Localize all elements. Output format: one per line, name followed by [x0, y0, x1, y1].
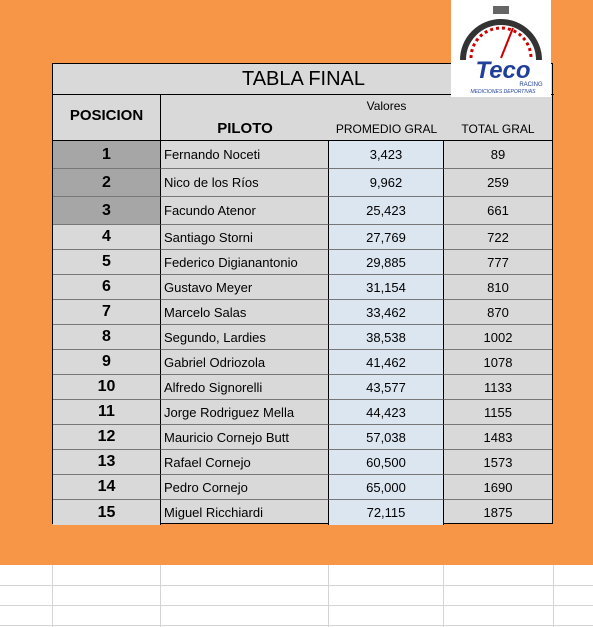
total: 661 — [444, 197, 552, 225]
title: TABLA FINAL — [53, 64, 554, 95]
position: 5 — [53, 250, 161, 275]
position: 12 — [53, 425, 161, 450]
average: 27,769 — [329, 225, 444, 250]
logo-line1: RACING — [519, 82, 543, 88]
pilot-name: Federico Digianantonio — [161, 250, 329, 275]
pilot-name: Rafael Cornejo — [161, 450, 329, 475]
position: 3 — [53, 197, 161, 225]
average: 29,885 — [329, 250, 444, 275]
average: 3,423 — [329, 141, 444, 169]
total: 1133 — [444, 375, 552, 400]
header-average: PROMEDIO GRAL — [329, 117, 444, 141]
logo-brand: Teco — [475, 57, 530, 84]
header-position: POSICION — [53, 95, 161, 141]
position: 11 — [53, 400, 161, 425]
total: 1483 — [444, 425, 552, 450]
position: 9 — [53, 350, 161, 375]
total: 810 — [444, 275, 552, 300]
average: 72,115 — [329, 500, 444, 525]
total: 89 — [444, 141, 552, 169]
pilot-name: Pedro Cornejo — [161, 475, 329, 500]
total: 777 — [444, 250, 552, 275]
pilot-name: Mauricio Cornejo Butt — [161, 425, 329, 450]
position: 1 — [53, 141, 161, 169]
header-total: TOTAL GRAL — [444, 117, 552, 141]
pilot-name: Fernando Noceti — [161, 141, 329, 169]
pilot-name: Jorge Rodriguez Mella — [161, 400, 329, 425]
pilot-name: Gustavo Meyer — [161, 275, 329, 300]
total: 870 — [444, 300, 552, 325]
total: 1155 — [444, 400, 552, 425]
position: 14 — [53, 475, 161, 500]
average: 65,000 — [329, 475, 444, 500]
header-group: Valores — [366, 99, 407, 113]
position: 6 — [53, 275, 161, 300]
position: 15 — [53, 500, 161, 525]
total: 722 — [444, 225, 552, 250]
header-pilot: PILOTO — [161, 117, 329, 141]
position: 8 — [53, 325, 161, 350]
logo-line2: MEDICIONES DEPORTIVAS — [471, 89, 537, 95]
logo: Teco RACING MEDICIONES DEPORTIVAS — [451, 0, 551, 97]
sheet-grid — [0, 565, 593, 627]
pilot-name: Alfredo Signorelli — [161, 375, 329, 400]
average: 60,500 — [329, 450, 444, 475]
results-table: TABLA FINAL POSICION Valores PILOTO PROMEDIO… — [52, 63, 554, 525]
average: 31,154 — [329, 275, 444, 300]
total: 259 — [444, 169, 552, 197]
average: 44,423 — [329, 400, 444, 425]
average: 33,462 — [329, 300, 444, 325]
total: 1002 — [444, 325, 552, 350]
position: 13 — [53, 450, 161, 475]
pilot-name: Marcelo Salas — [161, 300, 329, 325]
total: 1573 — [444, 450, 552, 475]
position: 4 — [53, 225, 161, 250]
average: 43,577 — [329, 375, 444, 400]
pilot-name: Gabriel Odriozola — [161, 350, 329, 375]
pilot-name: Facundo Atenor — [161, 197, 329, 225]
average: 38,538 — [329, 325, 444, 350]
total: 1078 — [444, 350, 552, 375]
position: 7 — [53, 300, 161, 325]
average: 25,423 — [329, 197, 444, 225]
pilot-name: Miguel Ricchiardi — [161, 500, 329, 525]
average: 57,038 — [329, 425, 444, 450]
average: 41,462 — [329, 350, 444, 375]
pilot-name: Nico de los Ríos — [161, 169, 329, 197]
logo-graphic: Teco RACING MEDICIONES DEPORTIVAS — [460, 6, 543, 95]
total: 1690 — [444, 475, 552, 500]
total: 1875 — [483, 505, 513, 520]
position: 2 — [53, 169, 161, 197]
position: 10 — [53, 375, 161, 400]
pilot-name: Segundo, Lardies — [161, 325, 329, 350]
average: 9,962 — [329, 169, 444, 197]
pilot-name: Santiago Storni — [161, 225, 329, 250]
